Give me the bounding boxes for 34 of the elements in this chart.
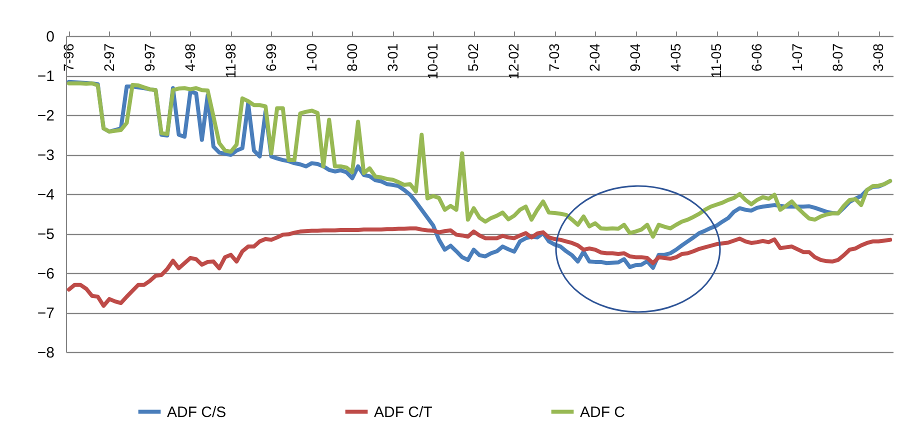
y-tick-label: −4 [37, 186, 54, 204]
y-tick-label: −6 [37, 266, 54, 282]
x-tick-label: 8-07 [830, 43, 846, 72]
x-tick-label: 6-99 [262, 43, 279, 72]
y-tick-label: −5 [37, 226, 54, 243]
x-tick-label: 3-08 [870, 43, 886, 72]
legend-label: ADF C/S [167, 404, 226, 421]
y-tick-label: −1 [37, 68, 54, 85]
x-tick-label: 5-02 [465, 43, 482, 72]
y-tick-label: −8 [37, 344, 54, 362]
legend-label: ADF C [580, 404, 626, 421]
x-tick-label: 2-04 [586, 43, 603, 72]
x-tick-label: 4-05 [668, 43, 684, 72]
x-tick-label: 12-02 [506, 43, 522, 80]
y-tick-label: −7 [37, 305, 54, 322]
x-tick-label: 1-00 [303, 43, 320, 72]
legend-label: ADF C/T [374, 404, 432, 421]
x-tick-label: 8-00 [344, 43, 360, 72]
x-tick-label: 4-98 [182, 43, 198, 72]
x-tick-label: 9-04 [627, 43, 644, 72]
line-series [66, 226, 892, 308]
x-tick-label: 11-98 [222, 43, 238, 78]
y-tick-label: −3 [37, 147, 54, 164]
x-tick-label: 10-01 [424, 43, 441, 80]
x-tick-label: 3-01 [384, 43, 400, 72]
x-tick-label: 2-97 [100, 43, 117, 72]
x-tick-label: 9-97 [141, 43, 158, 72]
x-tick-label: 1-07 [789, 43, 806, 72]
x-tick-label: 7-03 [546, 43, 562, 72]
y-tick-label: −2 [37, 108, 54, 124]
y-tick-label: 0 [46, 28, 54, 46]
line-series [66, 81, 892, 239]
x-tick-label: 6-06 [748, 43, 765, 72]
x-tick-label: 11-05 [708, 43, 724, 78]
